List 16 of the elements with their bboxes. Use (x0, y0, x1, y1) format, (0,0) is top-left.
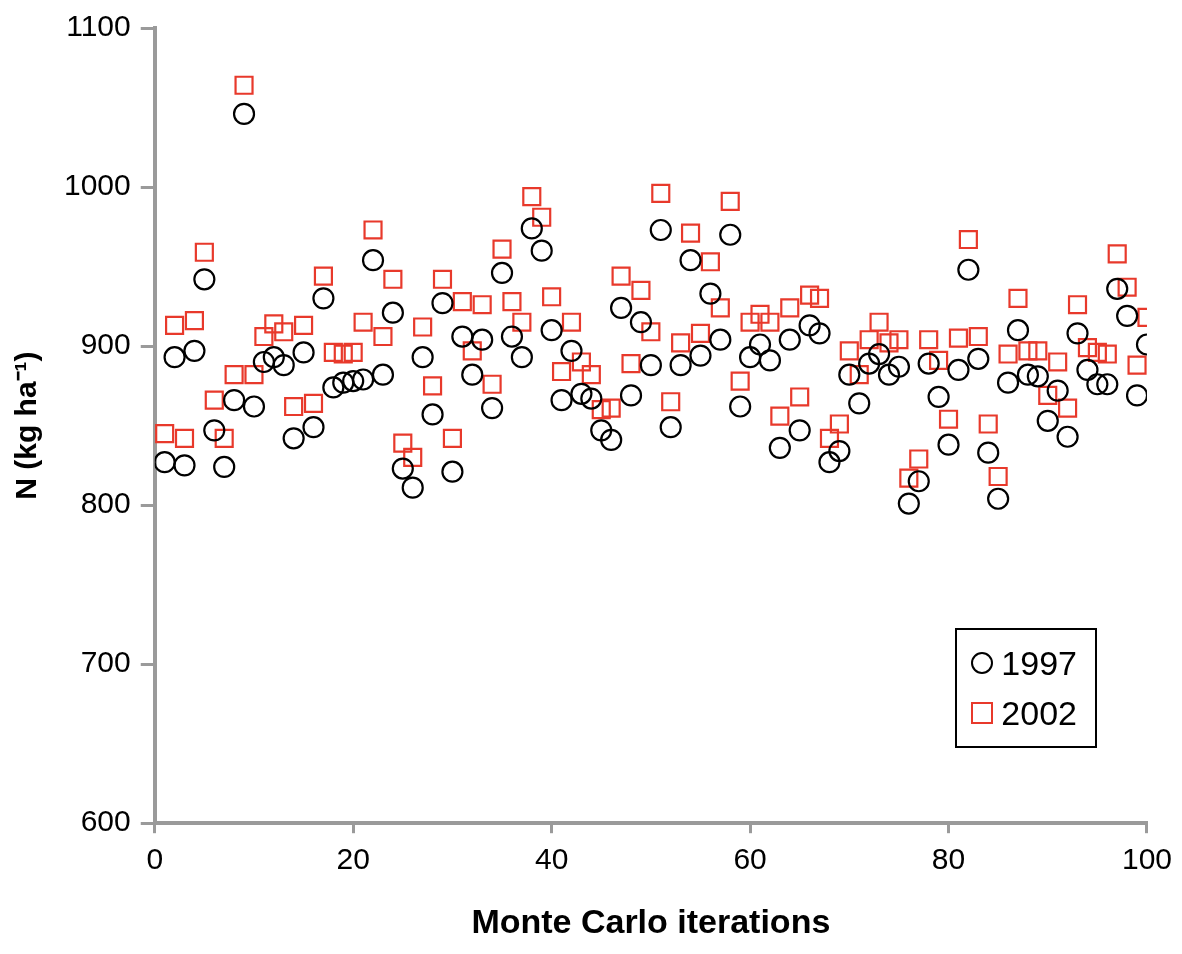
y-tick-label: 1100 (66, 9, 131, 43)
y-axis-title: N (kg ha⁻¹) (9, 351, 43, 500)
y-tick-label: 600 (80, 804, 131, 838)
x-tick-label: 20 (336, 842, 370, 876)
y-tick-label: 800 (80, 486, 131, 520)
x-tick-label: 80 (931, 842, 966, 876)
y-tick-label: 1000 (63, 168, 131, 202)
legend-label: 1997 (1001, 643, 1077, 683)
x-tick-label: 40 (534, 842, 569, 876)
x-tick-label: 60 (733, 842, 767, 876)
y-tick-label: 700 (80, 645, 131, 679)
y-tick-label: 900 (80, 327, 131, 361)
x-tick-label: 100 (1121, 842, 1172, 876)
x-axis-title: Monte Carlo iterations (471, 901, 831, 940)
x-tick-label: 0 (146, 842, 164, 876)
legend-label: 2002 (1001, 693, 1077, 733)
